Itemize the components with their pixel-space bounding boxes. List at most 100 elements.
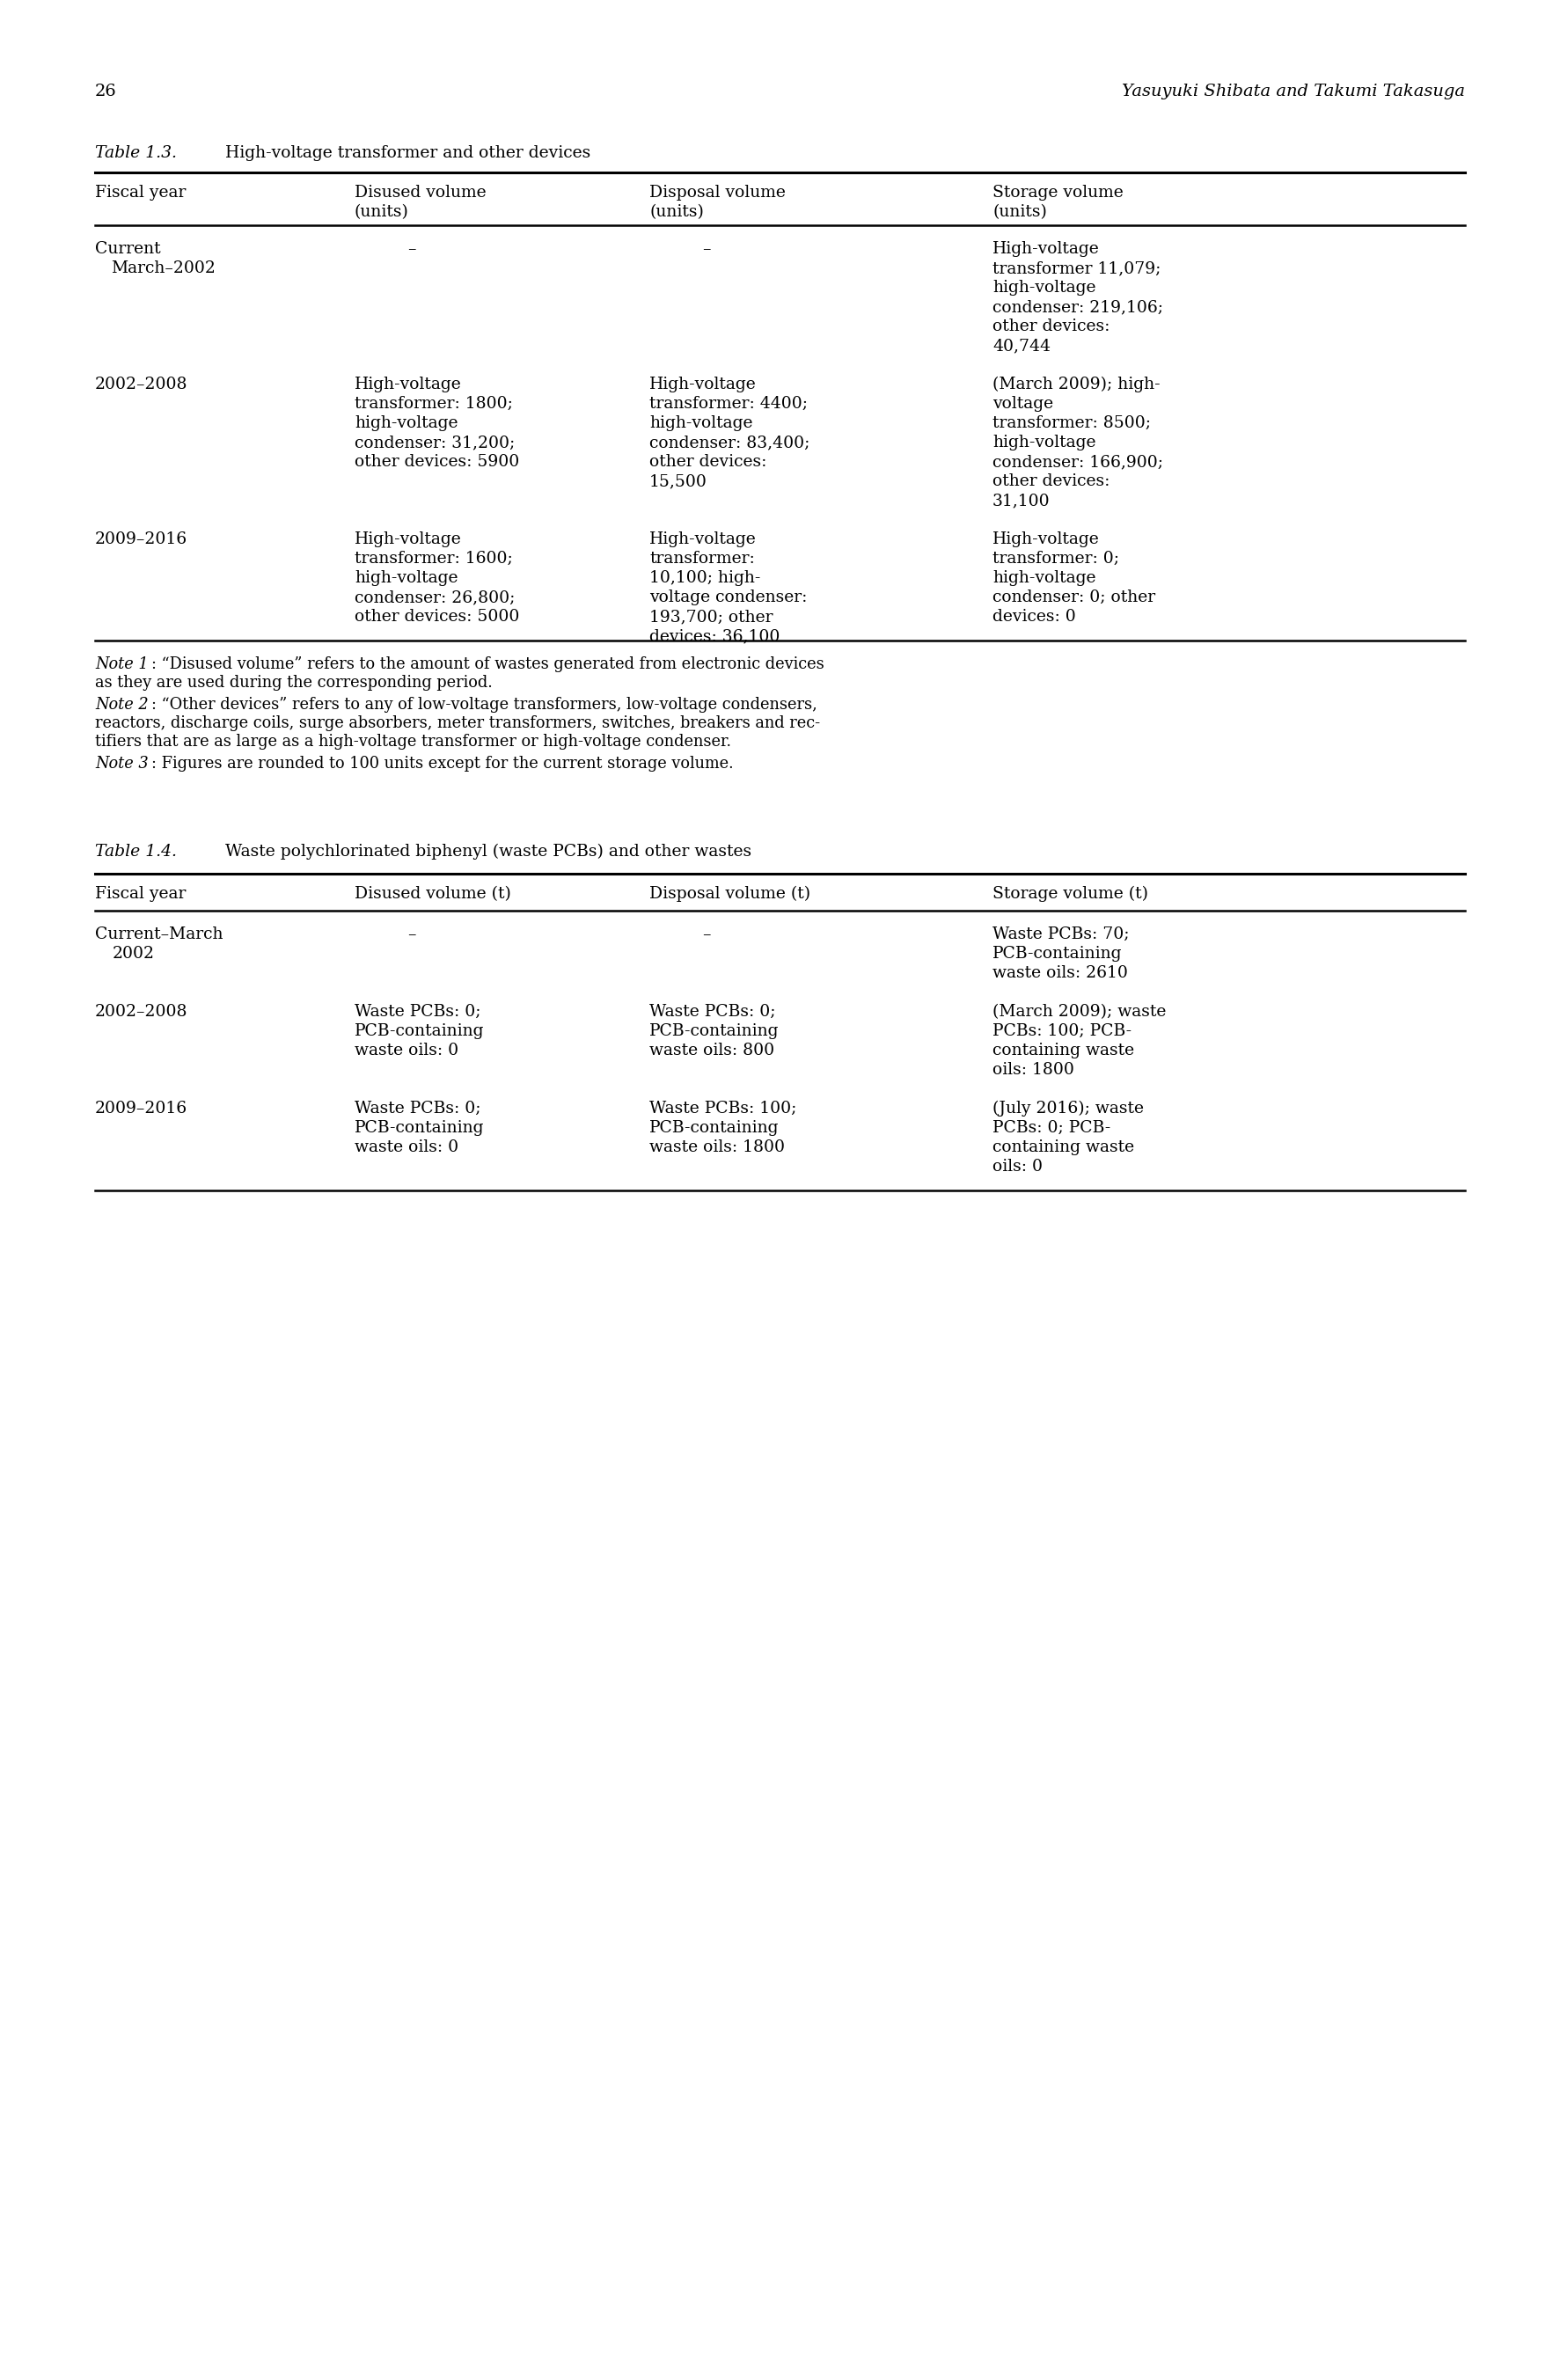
Text: High-voltage: High-voltage: [992, 240, 1100, 257]
Text: other devices:: other devices:: [992, 319, 1109, 333]
Text: condenser: 26,800;: condenser: 26,800;: [354, 590, 515, 605]
Text: High-voltage transformer and other devices: High-voltage transformer and other devic…: [225, 145, 591, 162]
Text: 40,744: 40,744: [992, 338, 1050, 355]
Text: Table 1.4.: Table 1.4.: [95, 845, 176, 859]
Text: condenser: 166,900;: condenser: 166,900;: [992, 455, 1164, 469]
Text: oils: 0: oils: 0: [992, 1159, 1042, 1176]
Text: transformer:: transformer:: [649, 550, 755, 566]
Text: as they are used during the corresponding period.: as they are used during the correspondin…: [95, 676, 493, 690]
Text: containing waste: containing waste: [992, 1042, 1134, 1059]
Text: Disposal volume: Disposal volume: [649, 186, 786, 200]
Text: PCB-containing: PCB-containing: [354, 1023, 484, 1040]
Text: Waste PCBs: 70;: Waste PCBs: 70;: [992, 926, 1129, 942]
Text: High-voltage: High-voltage: [354, 376, 462, 393]
Text: transformer: 4400;: transformer: 4400;: [649, 395, 808, 412]
Text: other devices:: other devices:: [992, 474, 1109, 490]
Text: (March 2009); high-: (March 2009); high-: [992, 376, 1161, 393]
Text: (units): (units): [992, 205, 1047, 219]
Text: tifiers that are as large as a high-voltage transformer or high-voltage condense: tifiers that are as large as a high-volt…: [95, 733, 732, 750]
Text: waste oils: 1800: waste oils: 1800: [649, 1140, 785, 1154]
Text: Note 2: Note 2: [95, 697, 148, 712]
Text: –: –: [407, 240, 415, 257]
Text: (July 2016); waste: (July 2016); waste: [992, 1100, 1143, 1116]
Text: other devices: 5900: other devices: 5900: [354, 455, 519, 469]
Text: other devices: 5000: other devices: 5000: [354, 609, 519, 624]
Text: 2009–2016: 2009–2016: [95, 531, 187, 547]
Text: high-voltage: high-voltage: [992, 436, 1095, 450]
Text: PCBs: 0; PCB-: PCBs: 0; PCB-: [992, 1121, 1111, 1135]
Text: Disposal volume (t): Disposal volume (t): [649, 885, 811, 902]
Text: Fiscal year: Fiscal year: [95, 885, 186, 902]
Text: 26: 26: [95, 83, 117, 100]
Text: PCB-containing: PCB-containing: [354, 1121, 484, 1135]
Text: –: –: [702, 240, 710, 257]
Text: Disused volume: Disused volume: [354, 186, 487, 200]
Text: 31,100: 31,100: [992, 493, 1050, 509]
Text: (units): (units): [354, 205, 409, 219]
Text: Waste PCBs: 0;: Waste PCBs: 0;: [649, 1004, 775, 1019]
Text: 15,500: 15,500: [649, 474, 707, 490]
Text: waste oils: 2610: waste oils: 2610: [992, 966, 1128, 981]
Text: (March 2009); waste: (March 2009); waste: [992, 1004, 1167, 1019]
Text: 2002: 2002: [112, 945, 154, 962]
Text: high-voltage: high-voltage: [354, 414, 459, 431]
Text: high-voltage: high-voltage: [992, 571, 1095, 585]
Text: : “Disused volume” refers to the amount of wastes generated from electronic devi: : “Disused volume” refers to the amount …: [151, 657, 824, 671]
Text: PCBs: 100; PCB-: PCBs: 100; PCB-: [992, 1023, 1131, 1040]
Text: Fiscal year: Fiscal year: [95, 186, 186, 200]
Text: Storage volume: Storage volume: [992, 186, 1123, 200]
Text: other devices:: other devices:: [649, 455, 766, 469]
Text: waste oils: 0: waste oils: 0: [354, 1140, 459, 1154]
Text: PCB-containing: PCB-containing: [992, 945, 1122, 962]
Text: transformer: 1800;: transformer: 1800;: [354, 395, 513, 412]
Text: containing waste: containing waste: [992, 1140, 1134, 1154]
Text: voltage condenser:: voltage condenser:: [649, 590, 807, 605]
Text: oils: 1800: oils: 1800: [992, 1061, 1075, 1078]
Text: 2009–2016: 2009–2016: [95, 1100, 187, 1116]
Text: high-voltage: high-voltage: [992, 281, 1095, 295]
Text: condenser: 83,400;: condenser: 83,400;: [649, 436, 810, 450]
Text: PCB-containing: PCB-containing: [649, 1023, 778, 1040]
Text: Table 1.3.: Table 1.3.: [95, 145, 176, 162]
Text: Waste PCBs: 0;: Waste PCBs: 0;: [354, 1100, 480, 1116]
Text: Current–March: Current–March: [95, 926, 223, 942]
Text: voltage: voltage: [992, 395, 1053, 412]
Text: Yasuyuki Shibata and Takumi Takasuga: Yasuyuki Shibata and Takumi Takasuga: [1122, 83, 1465, 100]
Text: condenser: 31,200;: condenser: 31,200;: [354, 436, 515, 450]
Text: Waste PCBs: 0;: Waste PCBs: 0;: [354, 1004, 480, 1019]
Text: Note 1: Note 1: [95, 657, 148, 671]
Text: high-voltage: high-voltage: [354, 571, 459, 585]
Text: high-voltage: high-voltage: [649, 414, 753, 431]
Text: 2002–2008: 2002–2008: [95, 376, 187, 393]
Text: (units): (units): [649, 205, 704, 219]
Text: 193,700; other: 193,700; other: [649, 609, 772, 624]
Text: Disused volume (t): Disused volume (t): [354, 885, 512, 902]
Text: High-voltage: High-voltage: [649, 531, 757, 547]
Text: condenser: 0; other: condenser: 0; other: [992, 590, 1156, 605]
Text: Current: Current: [95, 240, 161, 257]
Text: waste oils: 0: waste oils: 0: [354, 1042, 459, 1059]
Text: transformer: 8500;: transformer: 8500;: [992, 414, 1151, 431]
Text: 2002–2008: 2002–2008: [95, 1004, 187, 1019]
Text: High-voltage: High-voltage: [354, 531, 462, 547]
Text: reactors, discharge coils, surge absorbers, meter transformers, switches, breake: reactors, discharge coils, surge absorbe…: [95, 716, 821, 731]
Text: Storage volume (t): Storage volume (t): [992, 885, 1148, 902]
Text: Waste polychlorinated biphenyl (waste PCBs) and other wastes: Waste polychlorinated biphenyl (waste PC…: [225, 845, 752, 859]
Text: High-voltage: High-voltage: [992, 531, 1100, 547]
Text: : “Other devices” refers to any of low-voltage transformers, low-voltage condens: : “Other devices” refers to any of low-v…: [151, 697, 817, 712]
Text: devices: 0: devices: 0: [992, 609, 1076, 624]
Text: –: –: [702, 926, 710, 942]
Text: condenser: 219,106;: condenser: 219,106;: [992, 300, 1164, 314]
Text: –: –: [407, 926, 415, 942]
Text: : Figures are rounded to 100 units except for the current storage volume.: : Figures are rounded to 100 units excep…: [151, 757, 733, 771]
Text: High-voltage: High-voltage: [649, 376, 757, 393]
Text: transformer 11,079;: transformer 11,079;: [992, 259, 1161, 276]
Text: 10,100; high-: 10,100; high-: [649, 571, 761, 585]
Text: Note 3: Note 3: [95, 757, 148, 771]
Text: waste oils: 800: waste oils: 800: [649, 1042, 774, 1059]
Text: devices: 36,100: devices: 36,100: [649, 628, 780, 645]
Text: PCB-containing: PCB-containing: [649, 1121, 778, 1135]
Text: transformer: 1600;: transformer: 1600;: [354, 550, 513, 566]
Text: transformer: 0;: transformer: 0;: [992, 550, 1119, 566]
Text: March–2002: March–2002: [111, 259, 215, 276]
